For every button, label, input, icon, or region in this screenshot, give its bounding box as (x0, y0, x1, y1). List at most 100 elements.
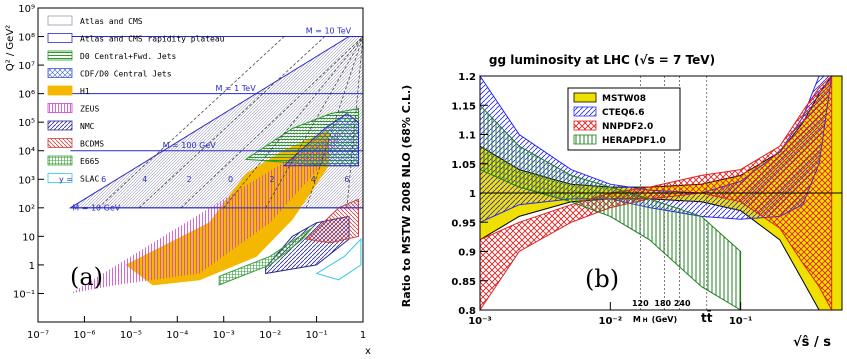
y-tick-label: 10 (22, 232, 35, 243)
x-tick-label: 10⁻⁶ (73, 330, 95, 341)
x-tick-label: 10⁻¹ (729, 316, 753, 327)
plot-frame (37, 7, 364, 323)
annotation: 0 (228, 175, 233, 184)
legend: Atlas and CMS Atlas and CMS rapidity plat… (47, 15, 225, 184)
legend-swatch (573, 134, 597, 145)
x-tick-label: 1 (360, 330, 366, 341)
y-axis-label: Ratio to MSTW 2008 NLO (68% C.L.) (400, 85, 413, 307)
legend-label: NMC (80, 122, 95, 131)
y-tick-label: 10⁸ (18, 33, 35, 44)
x-axis-label: √ŝ / s (793, 335, 831, 350)
x-tick-label: 10⁻⁵ (120, 330, 142, 341)
legend: MSTW08 CTEQ6.6 NNPDF2.0 HERAPDF1.0 (567, 87, 681, 151)
legend-label: ZEUS (80, 105, 99, 114)
rapidity-line (98, 36, 285, 209)
x-tick-label: 10⁻⁴ (166, 330, 188, 341)
annotation: 4 (142, 175, 147, 184)
legend-swatch (47, 120, 73, 131)
annotations: M = 10 TeV M = 1 TeV M = 100 GeV M = 10 GeV… (59, 27, 352, 213)
x-tick-label: 10⁻¹ (306, 330, 328, 341)
annotation: M = 10 GeV (72, 204, 121, 213)
annotation: 4 (311, 175, 316, 184)
x-tick-label: 10⁻³ (468, 316, 492, 327)
x-axis-label: x (365, 346, 371, 357)
kinematic-lines (70, 36, 364, 209)
y-axis-label: Q² / GeV² (5, 25, 16, 71)
y-tick-label: 10⁻¹ (13, 289, 35, 300)
legend-label: SLAC (80, 175, 99, 184)
rapidity-line (346, 36, 364, 208)
legend-label: CDF/D0 Central Jets (80, 70, 172, 79)
legend-label: HERAPDF1.0 (602, 136, 666, 146)
y-tick-label: 0.9 (458, 248, 476, 259)
y-tick-label: 1.15 (451, 101, 476, 112)
panel-label: (a) (70, 263, 103, 291)
legend-label: BCDMS (80, 140, 104, 149)
legend-swatch (47, 85, 73, 96)
legend-label: Atlas and CMS (80, 17, 143, 26)
y-tick-label: 1.1 (458, 131, 476, 142)
rapidity-line (223, 36, 364, 209)
legend-swatch (573, 106, 597, 117)
legend-swatch (47, 173, 73, 183)
mass-label: (GeV) (652, 315, 678, 324)
legend-swatch (47, 155, 73, 166)
region-cdf-d0-central-jets (282, 112, 359, 167)
legend-swatch (47, 103, 73, 113)
annotation: 6 (101, 175, 106, 184)
y-tick-label: 10⁷ (18, 61, 35, 72)
x-tick-label: 10⁻² (259, 330, 281, 341)
annotation: 2 (270, 175, 275, 184)
legend-label: E665 (80, 157, 99, 166)
legend-label: CTEQ6.6 (602, 108, 645, 118)
y-tick-label: 0.95 (451, 218, 476, 229)
legend-swatch (47, 15, 73, 26)
y-tick-label: 1.05 (451, 160, 476, 171)
y-tick-label: 10⁹ (18, 4, 35, 15)
y-tick-label: 1 (29, 261, 35, 272)
region-bcdms (305, 198, 359, 244)
y-tick-label: 10⁴ (18, 147, 35, 158)
chart-title: gg luminosity at LHC (√s = 7 TeV) (489, 53, 715, 67)
region-e665 (218, 227, 313, 286)
legend-swatch (47, 68, 73, 78)
legend-label: H1 (80, 87, 90, 96)
mass-label: 180 240 (654, 299, 691, 308)
legend-label: Atlas and CMS rapidity plateau (80, 35, 225, 44)
region-zeus (70, 133, 339, 294)
region-slac (315, 237, 362, 281)
rapidity-line (138, 36, 325, 209)
y-tick-label: 1.2 (458, 72, 476, 83)
x-tick-label: 10⁻³ (213, 330, 235, 341)
kinematic-plane-chart: 10⁻⁷ 10⁻⁶ 10⁻⁵ 10⁻⁴ 10⁻³ 10⁻² 10⁻¹ 1 10⁻¹ 1 10 10² 1… (5, 4, 371, 357)
annotation: M = 10 TeV (306, 27, 352, 36)
annotation: M = 100 GeV (163, 141, 217, 150)
legend-label: MSTW08 (602, 94, 646, 104)
annotation: 2 (187, 175, 192, 184)
rapidity-line (180, 36, 364, 209)
legend-swatch (47, 33, 73, 43)
rapidity-line (305, 36, 364, 208)
legend-swatch (573, 92, 597, 103)
annotation: M = 1 TeV (215, 84, 256, 93)
annotation: y = (59, 175, 73, 184)
rapidity-line (265, 36, 364, 208)
mass-label: 120 (632, 299, 649, 308)
y-tick-label: 10³ (18, 175, 35, 186)
legend-swatch (47, 50, 73, 61)
y-tick-label: 0.85 (451, 277, 476, 288)
legend-swatch (573, 120, 597, 131)
panel-label: (b) (585, 265, 619, 293)
annotation: 6 (344, 175, 349, 184)
y-tick-label: 10⁵ (18, 118, 35, 129)
axes-frame: 10⁻⁷ 10⁻⁶ 10⁻⁵ 10⁻⁴ 10⁻³ 10⁻² 10⁻¹ 1 10⁻¹ 1 10 10² 1… (13, 4, 366, 341)
x-tick-label: 10⁻⁷ (27, 330, 49, 341)
y-tick-label: 10⁶ (18, 90, 35, 101)
mass-label: H (643, 317, 648, 324)
legend-label: D0 Central+Fwd. Jets (80, 52, 177, 61)
luminosity-ratio-chart: gg luminosity at LHC (√s = 7 TeV) 0.80.8… (400, 53, 843, 350)
x-tick-label: 10⁻² (599, 316, 623, 327)
axes-frame: 0.8 0.85 0.9 0.95 1 1.05 1.1 1.15 1.2 10⁻³ 10⁻² 10⁻… (451, 72, 843, 327)
legend-label: NNPDF2.0 (602, 122, 653, 132)
mass-label: M (633, 315, 641, 324)
